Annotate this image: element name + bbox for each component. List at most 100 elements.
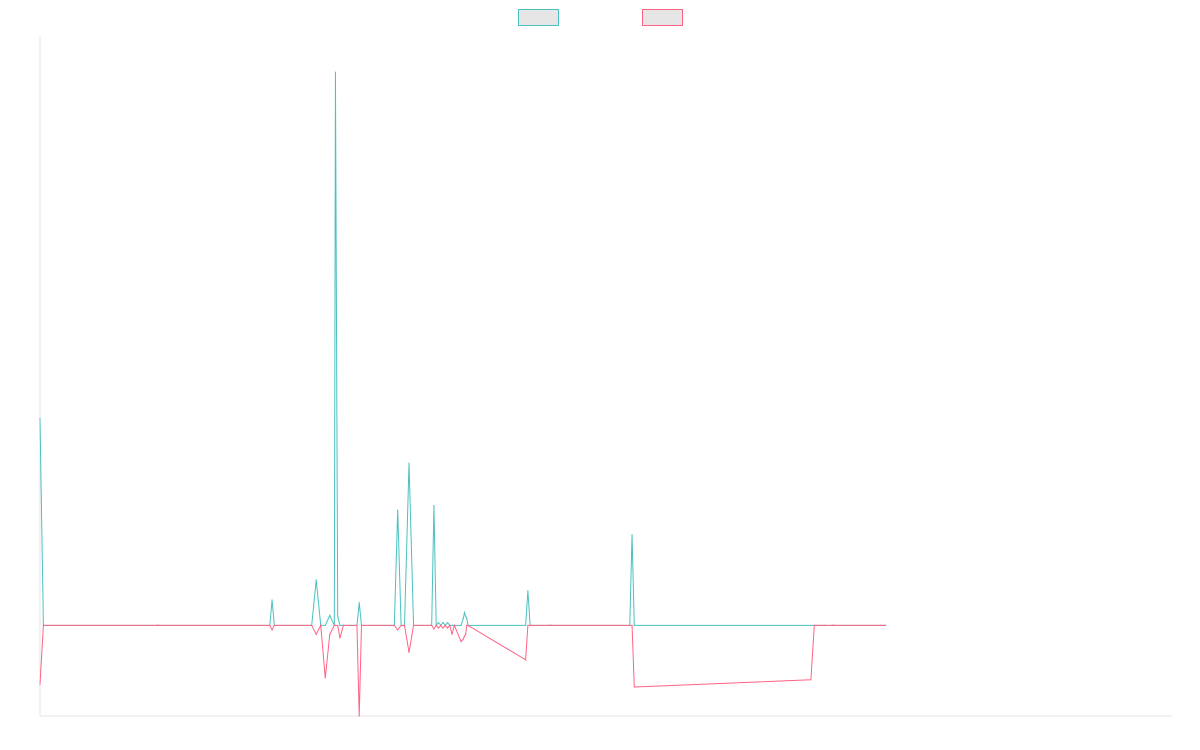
data-point — [156, 624, 158, 626]
data-point — [337, 615, 339, 617]
data-point — [460, 641, 462, 643]
data-point — [337, 624, 339, 626]
data-point — [324, 624, 326, 626]
data-point — [431, 624, 433, 626]
data-point — [631, 624, 633, 626]
data-point — [813, 624, 815, 626]
data-point — [397, 509, 399, 511]
legend — [518, 9, 683, 26]
data-point — [397, 629, 399, 631]
data-point — [393, 624, 395, 626]
data-point — [820, 624, 822, 626]
data-point — [823, 624, 826, 626]
legend-swatch — [642, 9, 683, 26]
data-point — [269, 624, 271, 626]
data-point — [324, 677, 326, 679]
data-point — [446, 622, 449, 624]
data-point — [42, 624, 45, 626]
data-point — [463, 635, 466, 637]
data-point — [329, 633, 331, 636]
data-point — [158, 624, 160, 626]
data-point — [449, 624, 451, 626]
series-1 — [39, 71, 887, 627]
data-point — [832, 624, 835, 626]
data-point — [465, 633, 467, 636]
data-point — [551, 624, 553, 626]
data-point — [462, 617, 464, 619]
legend-swatch — [518, 9, 559, 26]
data-point — [339, 624, 341, 626]
data-point — [882, 624, 884, 626]
data-point — [433, 628, 435, 630]
data-point — [339, 637, 341, 639]
data-point — [39, 683, 41, 685]
series-line-1 — [39, 72, 886, 627]
data-point — [467, 624, 469, 626]
data-point — [633, 624, 635, 626]
data-point — [315, 579, 317, 581]
data-point — [831, 624, 834, 626]
data-point — [817, 624, 819, 626]
data-point — [412, 624, 415, 626]
data-point — [334, 71, 337, 73]
series-layer — [39, 71, 887, 717]
data-point — [527, 590, 529, 592]
data-point — [531, 624, 534, 626]
data-point — [453, 624, 455, 626]
data-point — [451, 624, 453, 626]
data-point — [39, 418, 41, 420]
data-point — [433, 505, 435, 507]
data-point — [460, 624, 462, 626]
data-point — [342, 624, 344, 626]
data-point — [440, 624, 442, 626]
series-2 — [39, 623, 887, 717]
data-point — [400, 624, 402, 626]
data-point — [463, 612, 466, 614]
data-point — [333, 624, 335, 626]
data-point — [525, 659, 527, 661]
data-point — [271, 599, 273, 601]
data-point — [834, 624, 836, 626]
data-point — [408, 462, 410, 464]
data-point — [810, 624, 812, 626]
data-point — [358, 602, 360, 604]
legend-item-2[interactable] — [642, 9, 683, 26]
data-point — [527, 624, 529, 626]
data-point — [311, 624, 313, 626]
data-point — [435, 624, 437, 626]
data-point — [329, 614, 331, 616]
data-point — [885, 624, 887, 626]
data-point — [525, 624, 527, 626]
data-point — [446, 627, 449, 629]
data-point — [157, 624, 159, 626]
data-point — [320, 624, 322, 626]
data-point — [334, 624, 337, 626]
data-point — [466, 617, 468, 619]
data-point — [462, 638, 464, 640]
data-point — [633, 686, 635, 688]
legend-item-1[interactable] — [518, 9, 559, 26]
data-point — [629, 624, 631, 626]
data-point — [465, 615, 467, 617]
data-point — [444, 624, 446, 626]
data-point — [437, 627, 440, 629]
data-point — [442, 627, 444, 629]
data-point — [442, 622, 444, 624]
data-point — [529, 624, 531, 626]
data-point — [315, 633, 317, 636]
data-point — [403, 624, 406, 626]
data-point — [360, 624, 363, 626]
data-point — [358, 715, 360, 717]
data-point — [810, 679, 812, 681]
data-point — [548, 624, 551, 626]
data-point — [437, 622, 440, 624]
data-point — [880, 624, 882, 626]
data-point — [549, 624, 552, 626]
data-point — [466, 624, 468, 626]
data-point — [271, 629, 273, 631]
data-point — [356, 624, 358, 626]
data-point — [631, 534, 633, 536]
data-point — [408, 651, 410, 654]
data-point — [451, 633, 453, 636]
